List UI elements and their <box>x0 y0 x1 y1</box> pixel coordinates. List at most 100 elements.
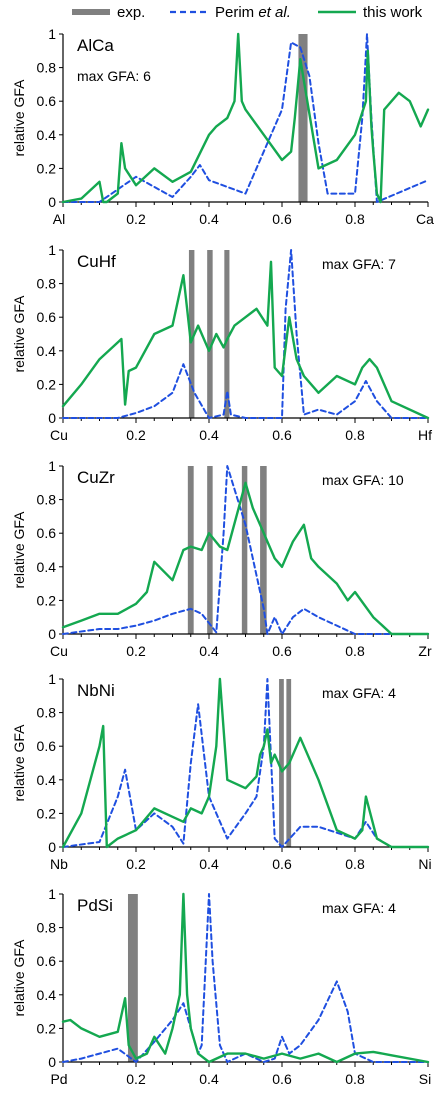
y-tick-label: 0.6 <box>37 309 57 325</box>
series-line-perim <box>62 249 429 419</box>
max-gfa-label: max GFA: 7 <box>322 256 396 272</box>
panel-title: CuZr <box>77 468 115 487</box>
series-line-this <box>61 481 430 636</box>
exp-bar <box>207 466 213 634</box>
x-tick-label: 0.8 <box>345 427 365 443</box>
series-line-this <box>61 892 430 1064</box>
series-line-perim <box>62 33 429 203</box>
y-tick-label: 0 <box>48 1054 56 1070</box>
x-tick-label: 0.4 <box>199 643 219 659</box>
exp-bar <box>127 894 138 1062</box>
y-tick-label: 1 <box>48 242 56 258</box>
x-tick-label: 0.2 <box>126 1071 146 1087</box>
legend: exp. Perim et al. this work <box>72 4 423 21</box>
y-tick-label: 0.6 <box>37 953 57 969</box>
y-tick-label: 0.6 <box>37 738 57 754</box>
series-line-this <box>61 32 430 204</box>
legend-exp-label: exp. <box>117 4 145 21</box>
y-tick-label: 1 <box>48 886 56 902</box>
x-tick-label: 0.6 <box>272 856 292 872</box>
y-tick-label: 0.2 <box>37 1020 57 1036</box>
x-tick-label: 0.8 <box>345 1071 365 1087</box>
exp-bar <box>187 466 194 634</box>
y-tick-label: 0.2 <box>37 805 57 821</box>
panel-title: CuHf <box>77 252 116 271</box>
y-tick-label: 1 <box>48 458 56 474</box>
x-tick-label: 0.6 <box>272 1071 292 1087</box>
series-line-perim <box>62 893 429 1063</box>
exp-bar <box>298 34 308 202</box>
y-axis-label: relative GFA <box>11 511 27 589</box>
y-tick-label: 0.8 <box>37 920 57 936</box>
max-gfa-label: max GFA: 6 <box>77 68 151 84</box>
panel-title: PdSi <box>77 896 113 915</box>
exp-bar <box>279 679 284 847</box>
x-tick-label: 0.4 <box>199 427 219 443</box>
y-tick-label: 0.4 <box>37 772 57 788</box>
y-tick-label: 0 <box>48 839 56 855</box>
x-end-label-right: Si <box>419 1071 431 1087</box>
exp-bar <box>241 466 248 634</box>
max-gfa-label: max GFA: 10 <box>322 472 404 488</box>
y-tick-label: 0.4 <box>37 559 57 575</box>
x-end-label-left: Pd <box>50 1071 67 1087</box>
y-axis-label: relative GFA <box>11 724 27 802</box>
y-axis-label: relative GFA <box>11 295 27 373</box>
series-line-this <box>61 260 430 420</box>
y-tick-label: 1 <box>48 671 56 687</box>
exp-bar <box>260 466 267 634</box>
y-tick-label: 0.8 <box>37 492 57 508</box>
x-end-label-right: Zr <box>418 643 432 659</box>
x-tick-label: 0.8 <box>345 856 365 872</box>
x-tick-label: 0.6 <box>272 427 292 443</box>
y-tick-label: 0.8 <box>37 705 57 721</box>
x-tick-label: 0.4 <box>199 856 219 872</box>
y-axis-label: relative GFA <box>11 939 27 1017</box>
x-end-label-left: Al <box>53 211 65 227</box>
x-end-label-left: Cu <box>50 427 68 443</box>
y-tick-label: 1 <box>48 26 56 42</box>
x-tick-label: 0.2 <box>126 427 146 443</box>
x-tick-label: 0.4 <box>199 1071 219 1087</box>
exp-bar <box>224 250 230 418</box>
max-gfa-label: max GFA: 4 <box>322 900 396 916</box>
exp-bar <box>188 250 195 418</box>
x-end-label-left: Cu <box>50 643 68 659</box>
x-tick-label: 0.6 <box>272 211 292 227</box>
y-tick-label: 0.6 <box>37 93 57 109</box>
y-tick-label: 0.8 <box>37 276 57 292</box>
x-end-label-right: Ca <box>416 211 434 227</box>
exp-bar <box>207 250 213 418</box>
y-tick-label: 0.4 <box>37 987 57 1003</box>
legend-perim-label: Perim et al. <box>215 4 291 21</box>
x-end-label-left: Nb <box>50 856 68 872</box>
x-tick-label: 0.2 <box>126 643 146 659</box>
panel-title: NbNi <box>77 681 115 700</box>
y-tick-label: 0 <box>48 194 56 210</box>
legend-perim-label-italic: et al. <box>258 4 291 21</box>
y-tick-label: 0 <box>48 410 56 426</box>
y-axis-label: relative GFA <box>11 79 27 157</box>
x-end-label-right: Ni <box>418 856 431 872</box>
y-tick-label: 0.2 <box>37 376 57 392</box>
x-tick-label: 0.4 <box>199 211 219 227</box>
y-tick-label: 0.8 <box>37 60 57 76</box>
y-tick-label: 0.4 <box>37 127 57 143</box>
x-tick-label: 0.8 <box>345 211 365 227</box>
y-tick-label: 0.2 <box>37 592 57 608</box>
panel-title: AlCa <box>77 36 114 55</box>
x-tick-label: 0.8 <box>345 643 365 659</box>
legend-perim-label-main: Perim <box>215 4 258 21</box>
x-tick-label: 0.6 <box>272 643 292 659</box>
legend-this-work-label: this work <box>363 4 423 21</box>
y-tick-label: 0.6 <box>37 525 57 541</box>
y-tick-label: 0.2 <box>37 160 57 176</box>
y-tick-label: 0 <box>48 626 56 642</box>
